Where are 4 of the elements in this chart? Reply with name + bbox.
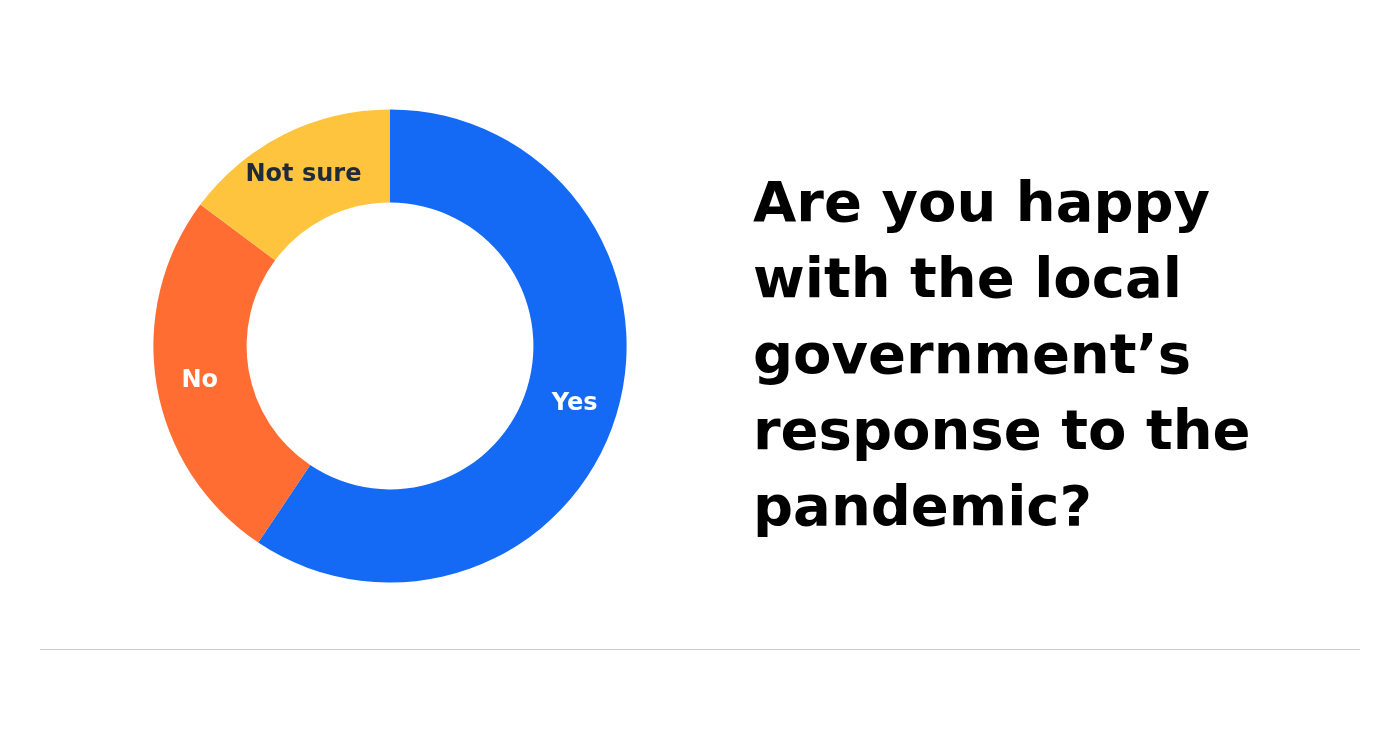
slice-label: No [181, 364, 219, 393]
text: Are you happy with the local government’s response to the pandemic? [753, 168, 1271, 538]
slice-label: Yes [550, 388, 598, 417]
slice-label: Not sure [245, 159, 362, 188]
